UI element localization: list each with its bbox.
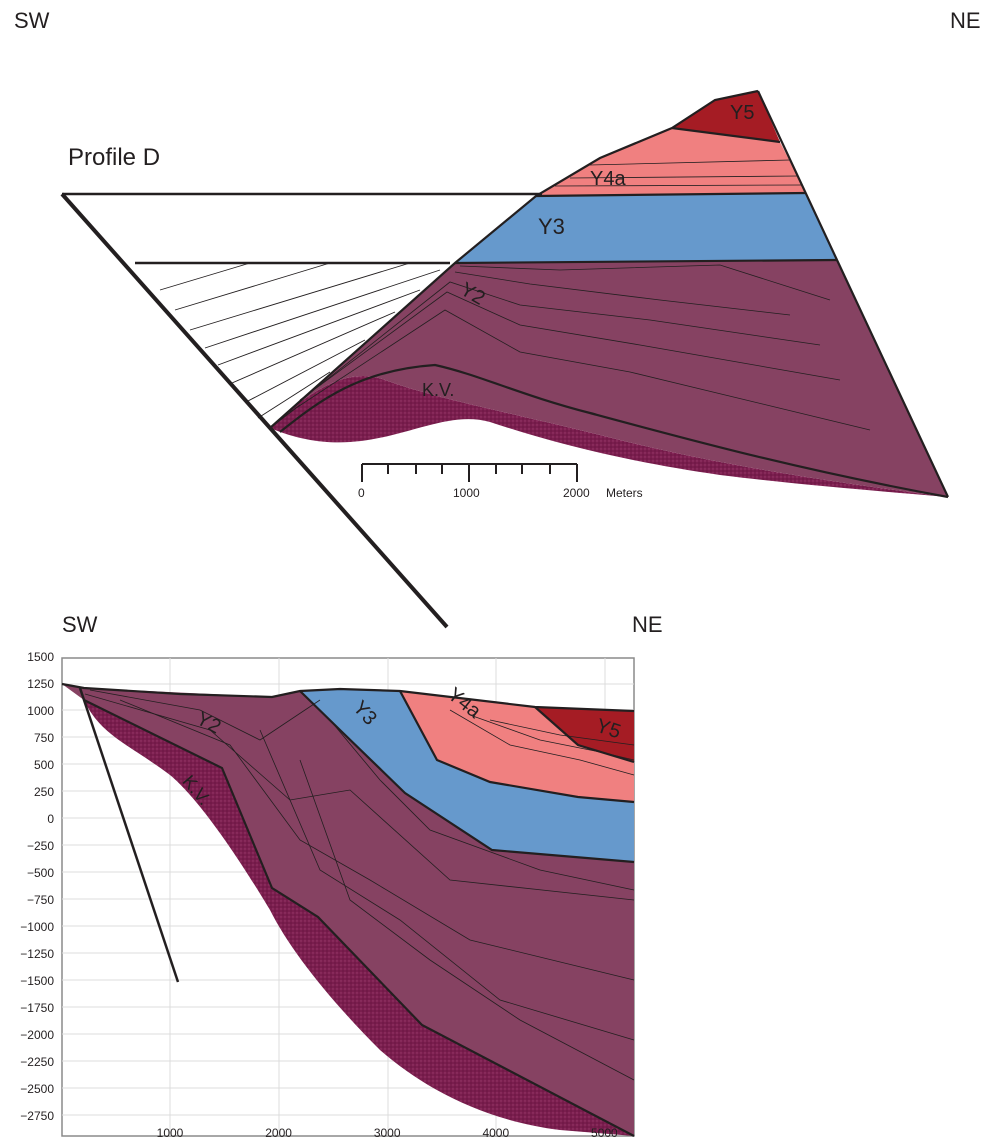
y-tick-label: −500 [26,866,54,880]
x-tick-label: 2000 [265,1126,292,1140]
top-kv-label: K.V. [422,380,455,400]
y-tick-label: −2750 [20,1109,54,1123]
y-tick-label: −750 [26,893,54,907]
bottom-y5-layer [535,707,634,762]
bottom-bedding-lines [84,689,635,1081]
y-tick-label: −2250 [20,1055,54,1069]
y-tick-label: −1500 [20,974,54,988]
y-tick-label: −2000 [20,1028,54,1042]
bottom-sw-label: SW [62,612,98,637]
bottom-y3-layer [300,689,634,862]
y-tick-label: 1250 [27,677,54,691]
scale-unit: Meters [606,486,643,500]
y-tick-label: −1000 [20,920,54,934]
top-ne-label: NE [950,8,981,33]
y-tick-label: 1500 [27,650,54,664]
scale-tick-1000: 1000 [453,486,480,500]
top-y4a-label: Y4a [590,168,626,190]
y-tick-label: −1250 [20,947,54,961]
top-bedding-lines [289,159,871,431]
y-tick-label: 750 [33,731,54,745]
top-y3-layer [455,193,837,263]
top-sw-label: SW [14,8,50,33]
top-boundaries [269,89,949,499]
bottom-fault-line [78,687,180,983]
y-tick-label: 250 [33,785,54,799]
profile-title: Profile D [68,144,161,171]
scale-tick-2000: 2000 [563,486,590,500]
scale-bar [361,463,578,482]
y-tick-label: −1750 [20,1001,54,1015]
y-tick-label: 1000 [27,704,54,718]
y-tick-label: −250 [26,839,54,853]
top-y2-layer [270,260,948,497]
bottom-boundaries [61,682,635,1137]
x-tick-label: 1000 [156,1126,184,1140]
top-y3-label: Y3 [538,214,565,239]
top-y4a-layer [536,128,806,196]
y-tick-label: −2500 [20,1082,54,1096]
x-tick-label: 3000 [373,1126,401,1140]
x-tick-label: 5000 [591,1126,618,1140]
fault-line [60,192,449,629]
bottom-y2-layer [62,684,634,1136]
top-y5-layer [672,91,780,142]
top-cross-section [60,89,949,629]
x-tick-label: 4000 [482,1126,510,1140]
y-tick-label: 0 [47,812,54,826]
y-tick-label: 500 [33,758,54,772]
fill-hachures [159,262,441,429]
bottom-ne-label: NE [632,612,663,637]
scale-tick-0: 0 [358,486,365,500]
top-kv-layer [270,376,948,497]
bottom-kv-layer [84,700,634,1136]
top-y5-label: Y5 [730,102,755,124]
bottom-cross-section [61,657,635,1137]
